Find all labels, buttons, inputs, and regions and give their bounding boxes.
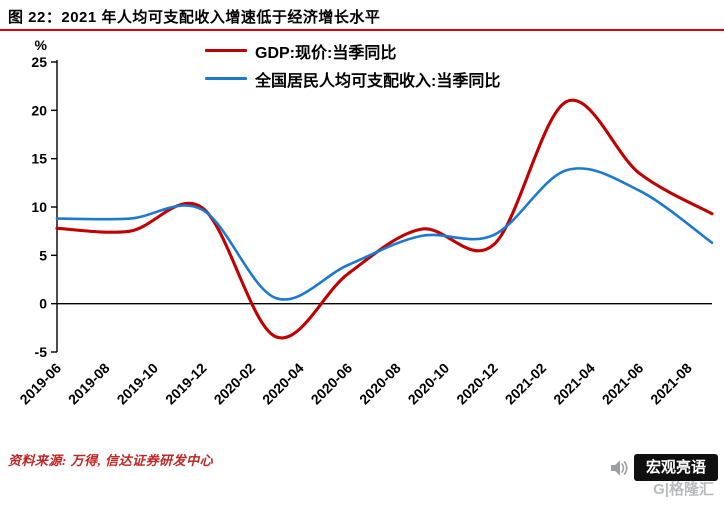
x-tick-label: 2020-06 xyxy=(308,360,356,408)
x-tick-label: 2020-10 xyxy=(405,360,453,408)
x-tick-label: 2019-12 xyxy=(162,360,210,408)
x-tick-label: 2021-08 xyxy=(647,360,695,408)
legend-label-gdp: GDP:现价:当季同比 xyxy=(255,44,397,62)
x-tick-label: 2021-02 xyxy=(502,360,550,408)
x-tick-label: 2021-04 xyxy=(550,360,598,408)
x-tick-label: 2020-12 xyxy=(453,360,501,408)
figure-title: 图 22：2021 年人均可支配收入增速低于经济增长水平 xyxy=(8,9,381,26)
legend-label-income: 全国居民人均可支配收入:当季同比 xyxy=(255,72,501,90)
legend-swatch-income-blue-line xyxy=(205,77,247,80)
y-tick-label: 5 xyxy=(39,247,47,263)
x-tick-label: 2019-08 xyxy=(65,360,113,408)
x-tick-label: 2020-08 xyxy=(356,360,404,408)
y-tick-label: 25 xyxy=(31,54,47,70)
x-tick-label: 2020-04 xyxy=(259,360,307,408)
chart-area: 25 20 15 10 5 0 -5% 2019-06 2019-08 2019-10 2019-1… xyxy=(0,32,724,436)
x-tick-label: 2021-06 xyxy=(599,360,647,408)
legend: GDP:现价:当季同比 全国居民人均可支配收入:当季同比 xyxy=(205,38,500,91)
y-tick-label: 10 xyxy=(31,199,47,215)
legend-swatch-gdp-red-line xyxy=(205,49,247,52)
x-tick-label: 2020-02 xyxy=(211,360,259,408)
y-tick-label: 20 xyxy=(31,102,47,118)
series-line-gdp xyxy=(55,98,714,340)
watermark-gelonghui-logo: G|格隆汇 xyxy=(653,481,714,498)
x-tick-label: 2019-06 xyxy=(16,360,64,408)
x-tick-label: 2019-10 xyxy=(114,360,162,408)
y-tick-label: 0 xyxy=(39,296,47,312)
line-chart: 25 20 15 10 5 0 -5% 2019-06 2019-08 2019-10 2019-1… xyxy=(16,37,714,408)
series-line-income xyxy=(55,167,714,301)
legend-item-gdp: GDP:现价:当季同比 xyxy=(205,38,500,63)
y-axis-unit: % xyxy=(35,37,48,53)
y-tick-label: 15 xyxy=(31,151,47,167)
title-rule xyxy=(0,29,724,31)
watermark: G|格隆汇 宏观亮语 xyxy=(558,452,718,507)
watermark-brand-row: 宏观亮语 xyxy=(610,454,718,481)
y-tick-label: -5 xyxy=(35,344,48,360)
speaker-icon xyxy=(610,460,628,475)
source-note: 资料来源: 万得, 信达证券研发中心 xyxy=(8,453,214,468)
legend-item-income: 全国居民人均可支配收入:当季同比 xyxy=(205,66,500,91)
watermark-brand: 宏观亮语 xyxy=(633,454,718,481)
